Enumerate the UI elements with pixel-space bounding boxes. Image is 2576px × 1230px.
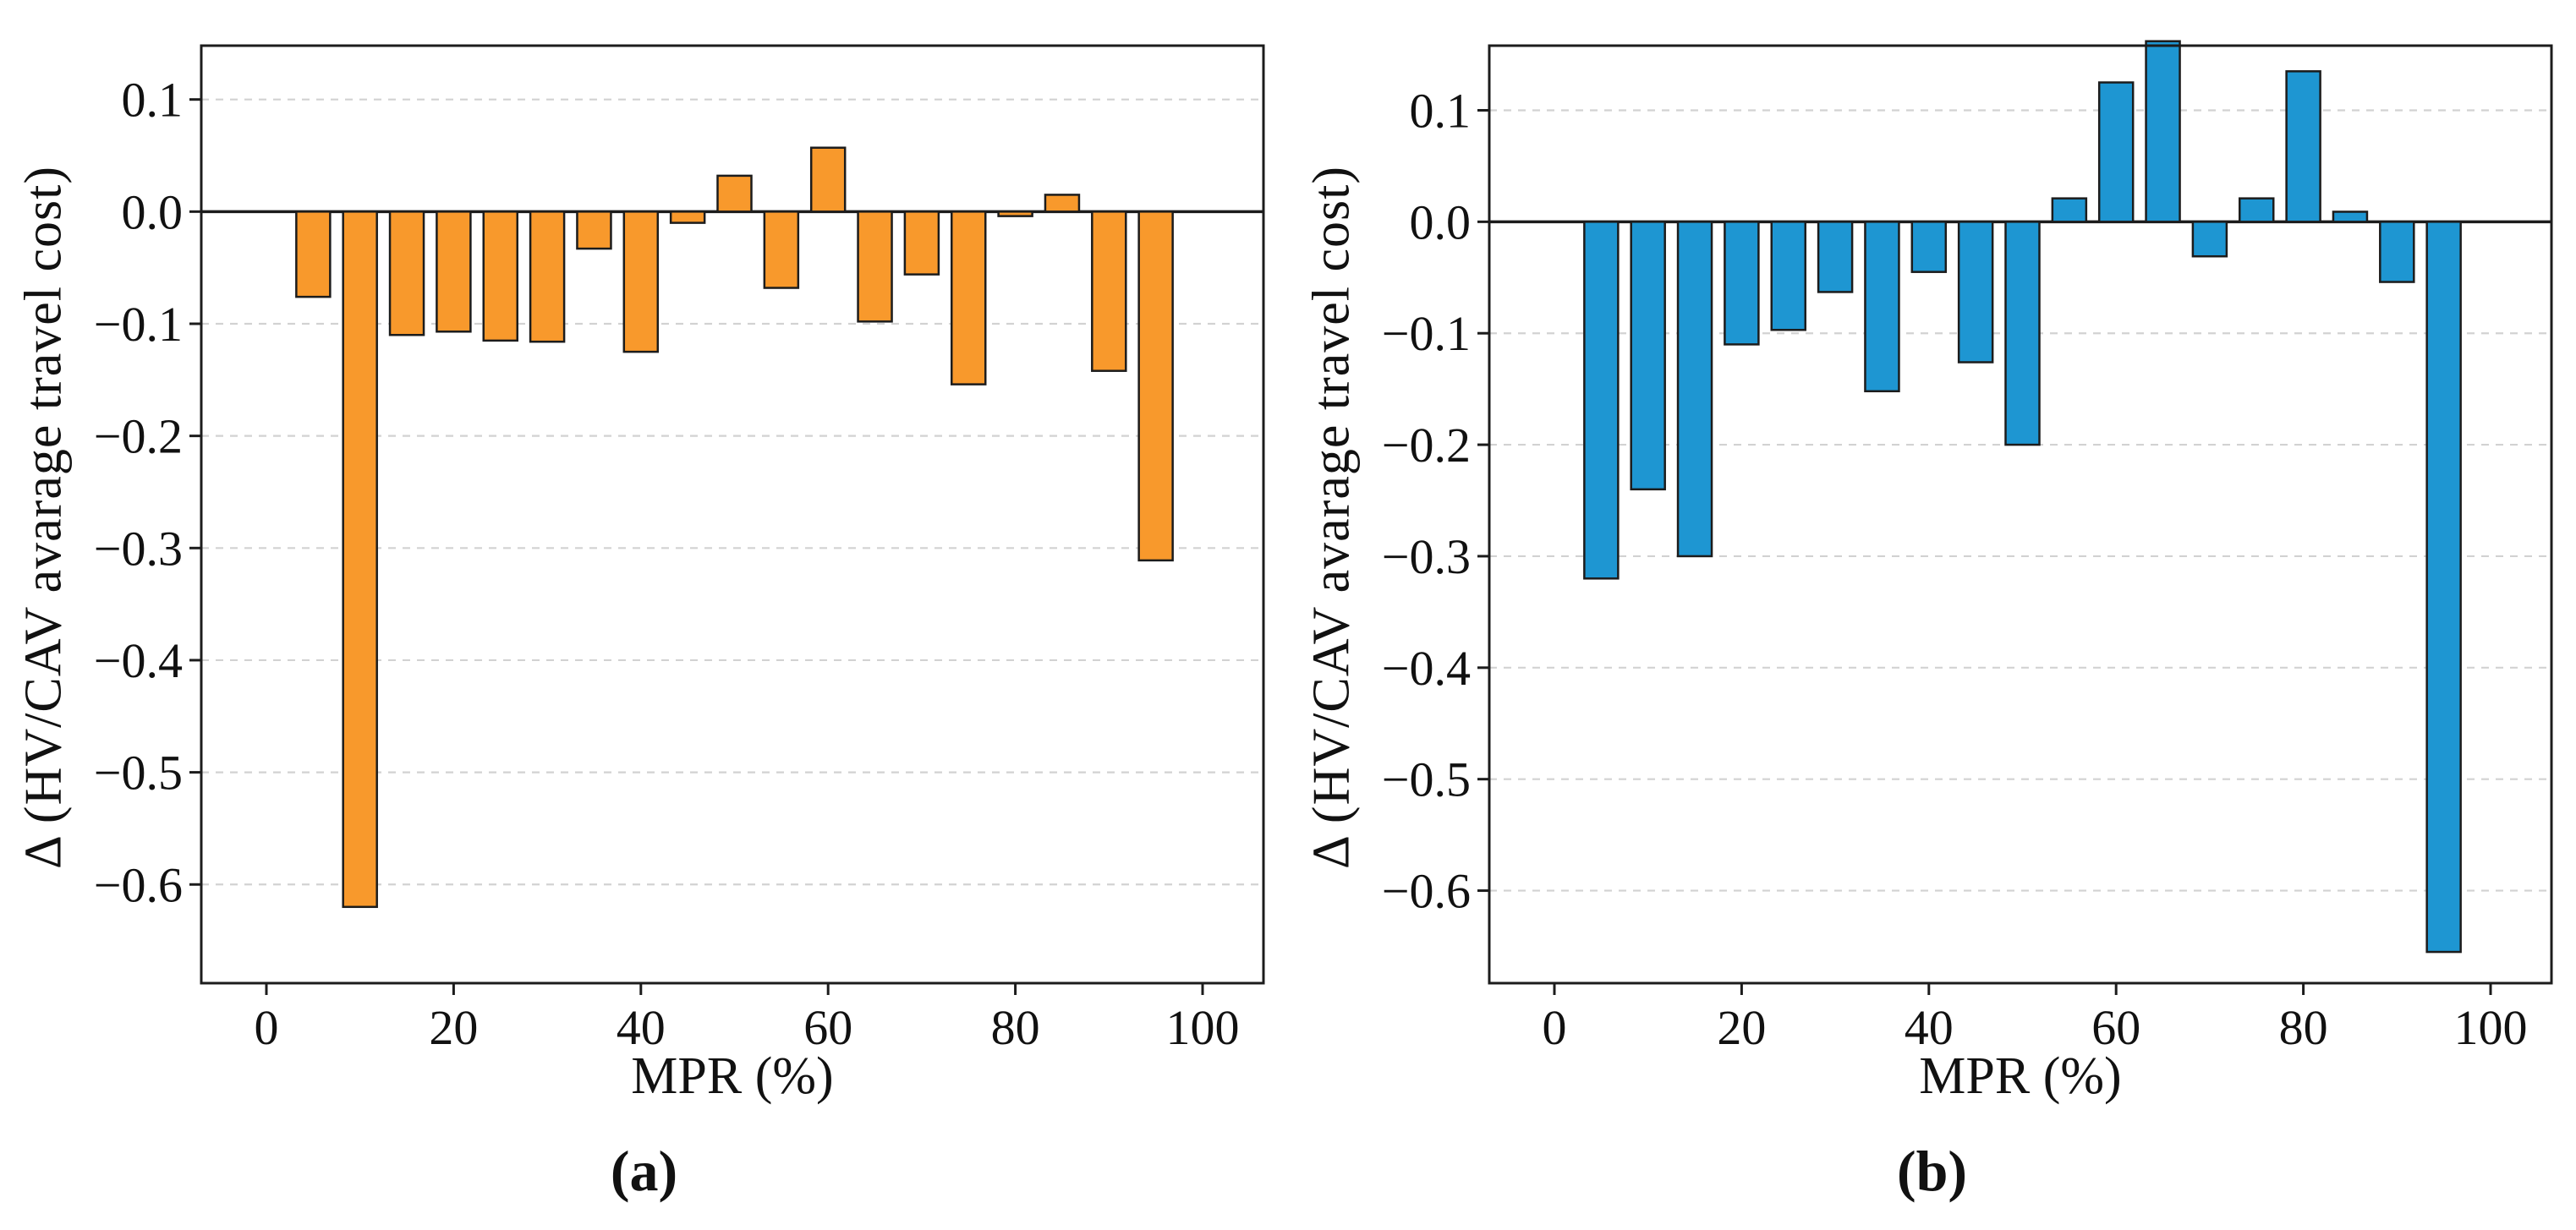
panel-a: 0.1 0.0 −0.1 −0.2 −0.3 −0.4 −0.5 −0.6 0 20 40 60 80 1… [14,44,1265,1203]
bar-b-75 [2239,197,2275,223]
bar-b-85 [2332,210,2369,223]
y-tick-label: −0.6 [94,857,183,912]
bar-a-30 [529,210,566,343]
bar-a-10 [342,210,378,909]
y-tick-label: −0.6 [1382,864,1471,919]
bar-b-10 [1630,221,1666,491]
y-tick-label: −0.5 [1382,752,1471,807]
caption-b: (b) [1896,1139,1968,1203]
y-tick-label: −0.2 [1382,418,1471,473]
bar-a-50 [716,174,753,213]
y-tick-label: 0.0 [1410,194,1472,249]
bar-a-40 [622,210,660,353]
y-tick-label: 0.1 [1410,83,1472,138]
bar-b-45 [1957,221,1994,364]
x-tick-label: 20 [1717,1000,1766,1055]
bar-b-65 [2145,40,2181,223]
bar-a-90 [1091,210,1127,372]
x-tick-label: 60 [2091,1000,2140,1055]
y-tick-label: −0.1 [94,297,183,352]
plot-border [1488,44,2553,985]
bar-a-80 [997,210,1033,217]
y-tick-label: −0.1 [1382,306,1471,361]
bar-b-55 [2051,197,2088,223]
bar-a-85 [1044,194,1081,213]
x-tick-label: 40 [617,1000,666,1055]
chart-a-canvas: 0.1 0.0 −0.1 −0.2 −0.3 −0.4 −0.5 −0.6 0 20 40 60 80 1… [94,44,1265,1055]
y-tick-label: −0.4 [1382,641,1471,696]
bar-b-70 [2191,221,2228,258]
bar-b-20 [1724,221,1760,346]
bar-a-70 [903,210,940,276]
x-tick-label: 0 [1543,1000,1567,1055]
bar-b-80 [2285,70,2321,223]
x-tick-label: 0 [255,1000,279,1055]
x-tick-label: 100 [1166,1000,1240,1055]
bar-b-30 [1817,221,1854,293]
bar-a-45 [669,210,706,224]
y-tick-label: −0.2 [94,409,183,464]
plot-border [200,44,1265,985]
bar-b-15 [1676,221,1713,558]
x-tick-label: 80 [991,1000,1040,1055]
x-axis-label-a: MPR (%) [631,1047,834,1105]
x-axis-label-b: MPR (%) [1919,1047,2122,1105]
bar-a-35 [576,210,612,250]
bar-b-95 [2425,221,2462,954]
y-tick-label: 0.0 [122,184,184,239]
chart-b-canvas: 0.1 0.0 −0.1 −0.2 −0.3 −0.4 −0.5 −0.6 0 20 40 60 80 1… [1382,40,2553,1055]
bar-a-60 [809,146,847,213]
y-tick-label: −0.3 [94,521,183,576]
bar-a-25 [482,210,518,342]
bar-b-5 [1583,221,1620,580]
panel-b: 0.1 0.0 −0.1 −0.2 −0.3 −0.4 −0.5 −0.6 0 20 40 60 80 1… [1288,0,2576,1230]
y-axis-label-b: Δ (HV/CAV avarage travel cost) [1302,165,1361,870]
bar-b-60 [2097,81,2135,223]
bar-b-90 [2379,221,2415,283]
x-tick-label: 20 [429,1000,478,1055]
x-tick-label: 40 [1905,1000,1954,1055]
y-axis-label-a: Δ (HV/CAV avarage travel cost) [14,165,73,870]
x-tick-label: 80 [2279,1000,2328,1055]
bar-b-25 [1770,221,1806,331]
bar-a-65 [857,210,893,323]
bar-a-55 [763,210,800,289]
bar-b-40 [1910,221,1948,273]
bar-a-95 [1137,210,1174,562]
y-tick-label: −0.4 [94,633,183,688]
y-tick-label: −0.3 [1382,529,1471,584]
bar-b-35 [1864,221,1900,393]
bar-a-20 [436,210,472,333]
bar-a-5 [295,210,332,298]
y-tick-label: 0.1 [122,73,184,128]
bar-a-75 [951,210,987,385]
caption-a: (a) [610,1139,678,1203]
x-tick-label: 100 [2454,1000,2528,1055]
y-tick-label: −0.5 [94,746,183,801]
bar-b-50 [2004,221,2041,446]
x-tick-label: 60 [803,1000,852,1055]
bar-a-15 [388,210,425,336]
